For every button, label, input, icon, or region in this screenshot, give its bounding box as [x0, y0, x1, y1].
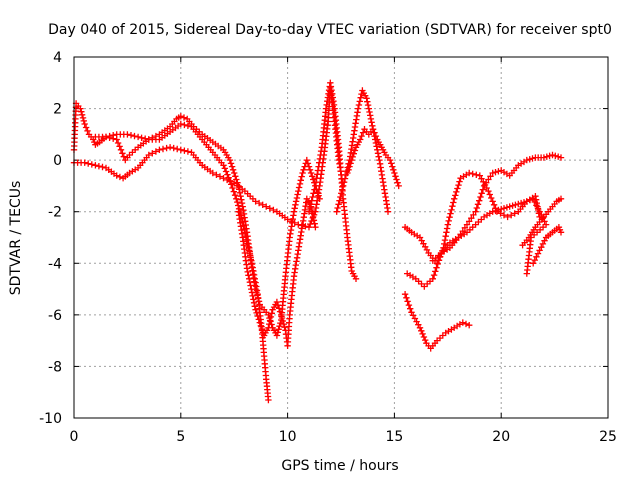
y-tick-label: 4	[53, 50, 62, 66]
data-point-markers	[429, 151, 565, 264]
y-tick-label: -10	[39, 411, 62, 427]
x-tick-label: 20	[492, 429, 510, 445]
data-point-markers	[404, 193, 543, 290]
data-track	[429, 151, 565, 264]
chart-title: Day 040 of 2015, Sidereal Day-to-day VTE…	[48, 22, 612, 38]
x-tick-label: 0	[70, 429, 79, 445]
x-tick-label: 10	[279, 429, 297, 445]
data-track	[344, 126, 402, 190]
y-tick-label: -4	[48, 256, 62, 272]
data-track	[519, 195, 565, 249]
data-track	[305, 79, 360, 282]
x-tick-label: 15	[385, 429, 403, 445]
data-track	[530, 224, 565, 267]
data-track	[401, 291, 473, 352]
y-tick-label: 2	[53, 102, 62, 118]
data-point-markers	[305, 79, 360, 282]
x-axis-label: GPS time / hours	[281, 458, 398, 474]
data-point-markers	[519, 195, 565, 249]
y-axis-label: SDTVAR / TECUs	[8, 181, 24, 296]
y-tick-label: -6	[48, 308, 62, 324]
data-track	[404, 193, 543, 290]
x-tick-label: 5	[176, 429, 185, 445]
y-tick-label: -2	[48, 205, 62, 221]
data-point-markers	[235, 195, 319, 349]
data-track	[92, 120, 272, 404]
y-tick-label: 0	[53, 153, 62, 169]
x-tick-label: 25	[599, 429, 617, 445]
data-track	[235, 195, 319, 349]
data-points	[70, 79, 565, 404]
data-point-markers	[344, 126, 402, 190]
data-point-markers	[530, 224, 565, 267]
plot-frame	[73, 56, 609, 419]
axis-ticks: 0 5 10 15 20 25 -10 -8 -6 -4 -2 0 2 4	[39, 50, 617, 445]
data-point-markers	[92, 120, 272, 404]
data-point-markers	[401, 291, 473, 352]
y-tick-label: -8	[48, 359, 62, 375]
